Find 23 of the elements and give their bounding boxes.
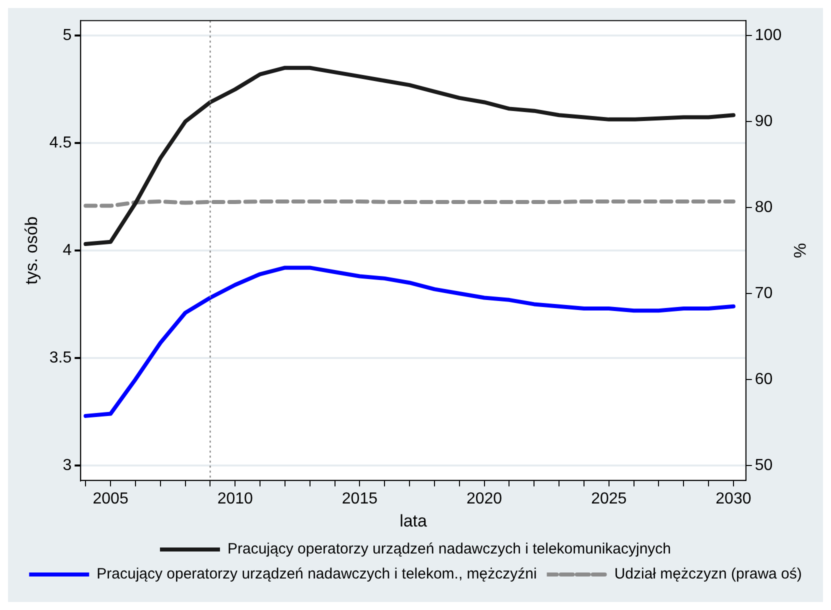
legend-label: Udział mężczyzn (prawa oś) (614, 566, 802, 583)
y2-tick-label: 50 (754, 456, 773, 474)
y2-tick-label: 100 (754, 27, 782, 44)
legend-label: Pracujący operatorzy urządzeń nadawczych i telekom., mężczyźni (96, 566, 537, 583)
y-tick-label: 4.5 (49, 134, 72, 152)
x-tick-label: 2005 (92, 490, 128, 508)
x-tick-label: 2015 (342, 490, 378, 508)
y-tick-label: 3 (62, 456, 72, 474)
x-tick-label: 2030 (716, 490, 752, 508)
x-tick-label: 2025 (591, 490, 627, 508)
y-axis-title: tys. osób (22, 216, 41, 285)
x-tick-label: 2010 (217, 490, 254, 508)
y2-tick-label: 90 (754, 112, 773, 130)
y-tick-label: 5 (62, 27, 72, 44)
legend-label: Pracujący operatorzy urządzeń nadawczych i telekomunikacyjnych (227, 540, 672, 558)
y2-tick-label: 80 (754, 198, 773, 216)
x-axis-title: lata (400, 511, 428, 530)
y2-tick-label: 60 (754, 370, 773, 388)
y2-tick-label: 70 (754, 284, 773, 302)
y-tick-label: 3.5 (49, 349, 72, 366)
y2-axis-title: % (790, 242, 810, 258)
x-tick-label: 2020 (466, 490, 502, 508)
y-tick-label: 4 (62, 242, 72, 259)
